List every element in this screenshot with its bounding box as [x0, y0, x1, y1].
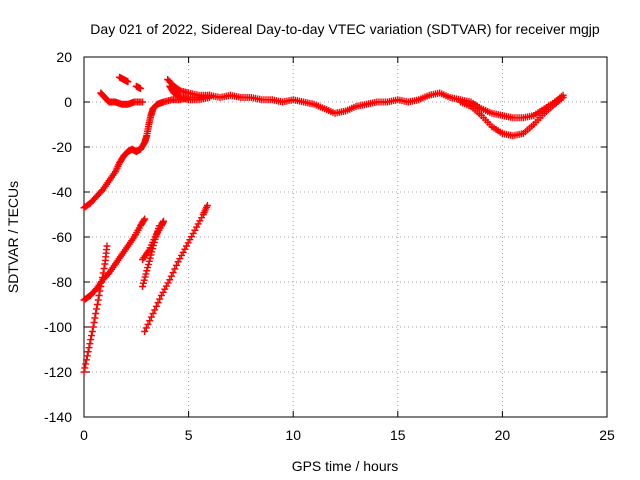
x-tick-label: 25 — [599, 427, 615, 443]
data-point — [142, 324, 150, 332]
data-point — [140, 216, 148, 224]
y-tick-label: -80 — [52, 274, 72, 290]
data-point — [152, 302, 160, 310]
x-tick-label: 0 — [80, 427, 88, 443]
y-tick-label: -20 — [52, 139, 72, 155]
y-tick-label: -140 — [44, 409, 72, 425]
data-point — [146, 254, 154, 262]
track-mid-left — [80, 215, 149, 304]
track-lower-branch — [166, 82, 214, 104]
y-tick-label: 0 — [64, 94, 72, 110]
data-point — [149, 242, 157, 250]
x-tick-label: 10 — [285, 427, 301, 443]
data-point — [203, 202, 211, 209]
data-point — [90, 319, 98, 326]
chart-title: Day 021 of 2022, Sidereal Day-to-day VTE… — [90, 21, 600, 37]
data-point — [93, 301, 101, 308]
data-point — [88, 332, 96, 340]
y-tick-label: -40 — [52, 184, 72, 200]
data-point — [88, 328, 96, 335]
x-tick-label: 20 — [495, 427, 511, 443]
data-point — [139, 279, 147, 287]
data-point — [99, 269, 107, 277]
data-point — [171, 265, 179, 273]
data-point — [100, 265, 108, 272]
data-point — [139, 283, 147, 290]
data-point — [85, 344, 93, 352]
data-point — [95, 292, 103, 299]
data-point — [155, 222, 163, 230]
data-point — [146, 317, 154, 325]
data-point — [169, 269, 177, 277]
data-point — [147, 251, 155, 259]
data-point — [87, 336, 95, 344]
data-point — [141, 215, 149, 223]
data-point — [206, 94, 214, 101]
track-mid-lower — [139, 222, 163, 290]
y-tick-label: -120 — [44, 364, 72, 380]
y-axis-label: SDTVAR / TECUs — [5, 181, 21, 293]
x-tick-label: 5 — [185, 427, 193, 443]
data-point — [141, 273, 149, 281]
data-point — [148, 248, 156, 256]
data-point — [141, 328, 149, 335]
plot-frame — [83, 56, 608, 418]
data-point — [124, 78, 132, 86]
data-point — [98, 274, 106, 281]
track-steep-left — [80, 242, 111, 376]
data-point — [139, 98, 147, 106]
tick-labels: 0 5 10 15 20 25 -140 -120 -100 -80 -60 -40 -20 0 20 — [44, 49, 615, 443]
data-point — [166, 276, 174, 284]
data-point — [140, 276, 148, 284]
data-point — [147, 313, 155, 321]
data-point — [167, 272, 175, 280]
data-point — [145, 257, 153, 265]
track-fragment-b — [132, 82, 144, 92]
data-point — [159, 217, 167, 225]
track-fragment-a — [116, 73, 132, 86]
data-point — [154, 299, 162, 307]
track-main-rise — [80, 94, 203, 212]
y-tick-label: 20 — [56, 49, 72, 65]
data-point — [84, 348, 92, 356]
data-point — [89, 323, 97, 331]
track-early-arc — [97, 89, 147, 108]
data-point — [83, 356, 91, 364]
data-point — [143, 267, 151, 275]
data-point — [103, 242, 111, 250]
data-point — [144, 320, 152, 328]
data-point — [144, 260, 152, 268]
data-point — [94, 296, 102, 304]
data-point — [151, 306, 159, 314]
data-point — [81, 364, 89, 372]
track-long-diagonal — [141, 202, 211, 335]
data-point — [96, 287, 104, 295]
data-point — [149, 245, 157, 253]
data-point — [142, 270, 150, 278]
data-point — [149, 310, 157, 317]
data-point — [559, 94, 567, 101]
data-point — [82, 360, 90, 368]
data-point — [97, 283, 105, 290]
track-main-dip — [457, 94, 567, 140]
data-point — [91, 314, 99, 322]
y-tick-label: -60 — [52, 229, 72, 245]
data-point — [98, 278, 106, 286]
track-main-plateau — [195, 89, 567, 122]
data-point — [136, 85, 144, 92]
data-point — [144, 264, 152, 272]
data-point — [156, 295, 164, 303]
data-point — [83, 352, 91, 360]
y-tick-label: -100 — [44, 319, 72, 335]
data-point — [93, 305, 101, 313]
data-point — [150, 238, 158, 246]
x-tick-label: 15 — [390, 427, 406, 443]
x-axis-label: GPS time / hours — [292, 458, 399, 474]
data-point — [92, 310, 100, 317]
data-point — [172, 261, 180, 269]
data-point — [86, 340, 94, 348]
data-marks — [80, 73, 567, 376]
data-point — [80, 368, 88, 376]
